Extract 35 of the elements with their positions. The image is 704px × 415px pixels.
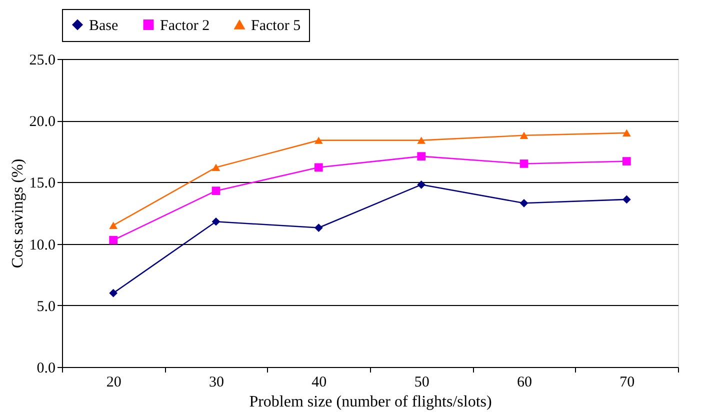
x-tick-label: 50 — [414, 374, 430, 390]
x-tick-label: 60 — [517, 374, 532, 390]
point — [417, 180, 426, 189]
x-tick-label: 30 — [209, 374, 224, 390]
point — [622, 129, 631, 137]
point — [520, 198, 528, 208]
point — [109, 288, 118, 298]
x-tick-label: 70 — [620, 374, 635, 390]
point — [622, 157, 631, 166]
y-axis-title: Cost savings (%) — [9, 158, 26, 268]
legend-label: Factor 2 — [160, 18, 210, 34]
x-tick-label: 20 — [106, 374, 122, 390]
legend-label: Base — [89, 18, 118, 34]
point — [109, 236, 118, 244]
point — [109, 222, 118, 229]
y-tick-label: 15.0 — [29, 176, 56, 192]
point — [417, 136, 426, 144]
point — [314, 224, 323, 232]
point — [520, 132, 528, 140]
point — [314, 136, 323, 144]
point — [212, 186, 220, 196]
point — [417, 152, 426, 161]
y-tick-label: 20.0 — [29, 114, 56, 130]
point — [314, 163, 323, 172]
y-tick-label: 25.0 — [29, 52, 56, 68]
point — [212, 164, 220, 172]
x-axis-title: Problem size (number of flights/slots) — [249, 394, 492, 410]
y-tick-label: 10.0 — [29, 237, 56, 254]
point — [520, 160, 528, 168]
y-tick-label: 5.0 — [36, 298, 56, 315]
legend-label: Factor 5 — [251, 18, 301, 34]
x-tick-label: 40 — [312, 374, 327, 390]
point — [212, 217, 220, 226]
point — [622, 195, 631, 204]
y-tick-label: 0.0 — [36, 360, 56, 376]
